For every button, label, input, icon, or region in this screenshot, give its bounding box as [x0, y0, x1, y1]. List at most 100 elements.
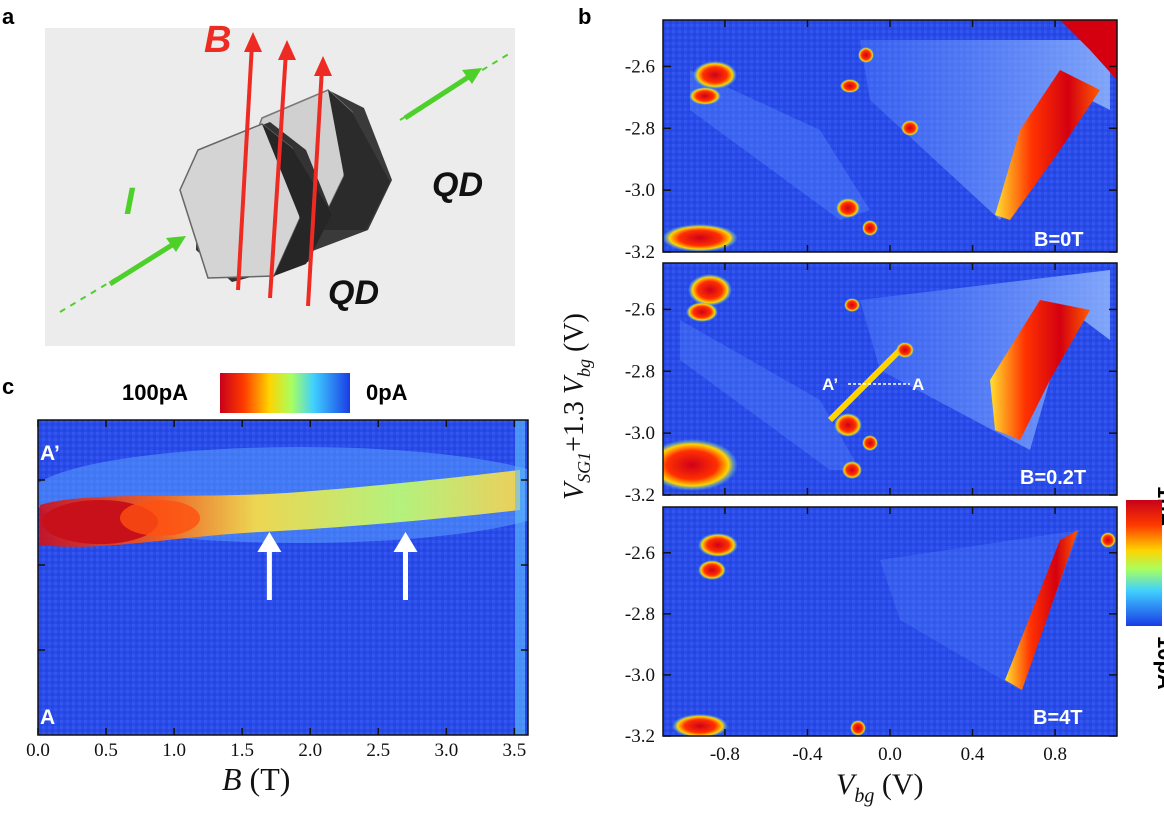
- colorbar-b-gradient: [1126, 500, 1162, 626]
- subplot-3-ridge: [1005, 530, 1078, 690]
- field-arrowhead-2-icon: [278, 40, 296, 60]
- current-arrowhead-out-icon: [462, 68, 482, 84]
- current-arrow-in: [108, 237, 182, 287]
- subplot-3-blob-1: [698, 533, 738, 557]
- panel-c-label: c: [2, 374, 14, 399]
- colorbar-c-gradient: [220, 373, 350, 413]
- x-tick-label: 0.0: [26, 740, 50, 761]
- field-arrowhead-3-icon: [314, 56, 332, 76]
- subplot-1-blob-6: [836, 198, 860, 218]
- subplot-1-blob-1: [693, 61, 737, 89]
- subplot-1-blob-3: [840, 79, 860, 93]
- subplot-1-blob-8: [663, 224, 738, 252]
- y-tick-label: -3.0: [625, 665, 655, 686]
- field-arrowhead-1-icon: [244, 32, 262, 52]
- panel-b-xlabel: Vbg (V): [836, 768, 923, 807]
- subplot-1-ridge: [995, 70, 1100, 220]
- x-tick-label: -0.4: [792, 744, 823, 765]
- x-tick-label: 2.0: [298, 740, 322, 761]
- subplot-3-blob-5: [1100, 532, 1116, 548]
- x-tick-label: 1.5: [230, 740, 254, 761]
- field-label: B: [204, 19, 231, 61]
- subplot-2-blob-6: [862, 435, 878, 451]
- x-tick-label: 3.5: [503, 740, 527, 761]
- panel-b-subplot-1: [663, 20, 1117, 252]
- x-tick-label: 1.0: [162, 740, 186, 761]
- back-hexagon-dark: [318, 90, 390, 230]
- up-arrow-icon: [393, 532, 418, 552]
- panel-b-subplot-2: [663, 263, 1117, 495]
- subplot-2-blob-1: [688, 274, 732, 306]
- subplot-1-line: [690, 70, 870, 220]
- subplot-1-blob-5: [901, 120, 919, 136]
- y-tick-label: -2.8: [625, 118, 655, 139]
- y-tick-label: -3.0: [625, 423, 655, 444]
- colorbar-b-min-label: 10pA: [1153, 636, 1164, 690]
- x-tick-label: 0.0: [878, 744, 902, 765]
- y-tick-label: -2.8: [625, 361, 655, 382]
- x-tick-label: 3.0: [434, 740, 458, 761]
- subplot-1-annotation: B=0T: [1034, 229, 1083, 251]
- y-tick-label: -3.0: [625, 180, 655, 201]
- panel-b-label: b: [578, 4, 591, 29]
- x-tick-label: -0.8: [710, 744, 740, 765]
- up-arrow-icon: [257, 532, 282, 552]
- subplot-1-blob-7: [862, 220, 878, 236]
- panel-b-subplot-3: [663, 507, 1117, 736]
- y-tick-label: -2.6: [625, 299, 655, 320]
- subplot-1-corner: [1060, 20, 1117, 80]
- subplot-3-annotation: B=4T: [1033, 707, 1082, 729]
- panel-c-heatmap: [38, 420, 528, 735]
- subplot-2-linecut-start: A’: [822, 375, 838, 394]
- field-line-2: [268, 51, 288, 299]
- field-line-1: [236, 43, 254, 291]
- panel-c-hotspot-2: [120, 500, 200, 536]
- x-tick-label: 0.4: [961, 744, 985, 765]
- subplot-1-blob-4: [858, 47, 874, 63]
- subplot-2-linecut-end: A: [912, 375, 924, 394]
- subplot-3-blob-4: [850, 720, 866, 736]
- panel-a-label: a: [2, 4, 15, 29]
- subplot-2-blob-4: [896, 342, 914, 358]
- y-tick-label: -3.2: [625, 485, 655, 506]
- subplot-2-blob-2: [686, 302, 718, 322]
- panel-c-xlabel: B (T): [222, 761, 290, 797]
- y-tick-label: -3.2: [625, 726, 655, 747]
- colorbar-c-min-label: 0pA: [366, 380, 408, 405]
- field-line-3: [306, 67, 324, 307]
- x-tick-label: 0.8: [1043, 744, 1067, 765]
- subplot-1-blob-2: [689, 87, 721, 105]
- panel-a-illustration: B I QD QD: [45, 19, 515, 346]
- subplot-2-blob-5: [834, 413, 862, 437]
- y-tick-label: -2.8: [625, 604, 655, 625]
- y-tick-label: -3.2: [625, 242, 655, 263]
- current-arrow-out: [403, 73, 472, 121]
- dot-label-back: QD: [432, 166, 483, 204]
- x-tick-label: 2.5: [366, 740, 390, 761]
- current-label: I: [124, 181, 136, 223]
- panel-c-arrows: [257, 532, 418, 600]
- y-tick-label: -2.6: [625, 56, 655, 77]
- subplot-2-blob-8: [663, 439, 738, 491]
- panel-c-x-axis: 0.0 0.5 1.0 1.5 2.0 2.5 3.0 3.5: [26, 420, 528, 761]
- subplot-2-annotation: B=0.2T: [1020, 467, 1086, 489]
- colorbar-c: 100pA 0pA: [122, 373, 408, 413]
- subplot-2-line: [680, 320, 860, 470]
- current-arrowhead-in-icon: [166, 236, 186, 252]
- colorbar-c-max-label: 100pA: [122, 380, 188, 405]
- panel-b-axes: -2.6 -2.8 -3.0 -3.2 -2.6 -2.8 -3.0 -3.2 -2.6 -2.8…: [625, 20, 1117, 765]
- subplot-3-blob-3: [672, 714, 728, 736]
- panel-b-ylabel: VSG1+1.3 Vbg (V): [559, 313, 594, 500]
- panel-c-frame: [37, 419, 529, 736]
- colorbar-b: 1nA 10pA: [1126, 486, 1164, 690]
- y-tick-label: -2.6: [625, 543, 655, 564]
- subplot-3-blob-2: [698, 560, 726, 580]
- subplot-2-ridge: [990, 300, 1090, 440]
- x-tick-label: 0.5: [94, 740, 118, 761]
- dot-label-front: QD: [328, 274, 379, 312]
- panel-c-bottom-label: A: [40, 706, 55, 729]
- subplot-2-blob-3: [844, 298, 860, 312]
- subplot-2-blob-7: [842, 461, 862, 479]
- subplot-1-wedge: [860, 40, 1110, 220]
